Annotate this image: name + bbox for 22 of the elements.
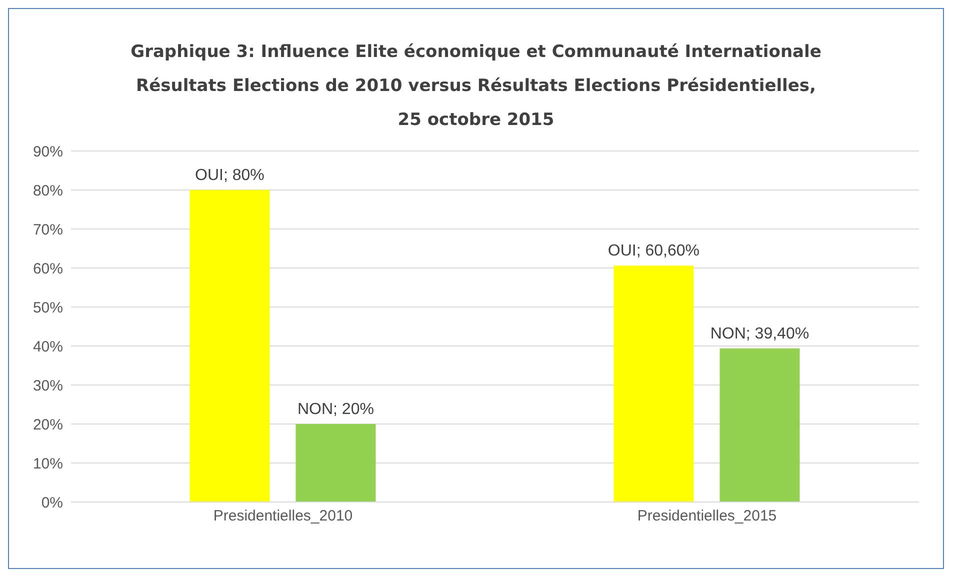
y-tick-label: 80% xyxy=(32,182,63,200)
x-tick-label: Presidentielles_2010 xyxy=(213,508,353,525)
data-label: NON; 20% xyxy=(297,401,374,418)
x-tick-label: Presidentielles_2015 xyxy=(637,508,777,525)
y-tick-label: 90% xyxy=(32,143,63,160)
bar xyxy=(614,266,694,502)
bar xyxy=(296,424,376,502)
y-tick-label: 50% xyxy=(32,299,63,316)
data-label: OUI; 60,60% xyxy=(608,242,700,260)
y-tick-label: 0% xyxy=(41,494,63,512)
chart-subtitle: Résultats Elections de 2010 versus Résultats Elections Présidentielles, 25 octobre 2015 xyxy=(135,75,817,132)
y-tick-label: 20% xyxy=(32,416,63,434)
y-tick-label: 10% xyxy=(32,455,63,472)
y-tick-label: 60% xyxy=(32,260,63,278)
y-tick-label: 30% xyxy=(32,377,63,394)
data-label: OUI; 80% xyxy=(195,167,264,184)
data-label: NON; 39,40% xyxy=(710,325,810,342)
y-tick-label: 70% xyxy=(32,221,63,238)
bar xyxy=(190,190,270,502)
chart-title: Graphique 3: Influence Elite économique et Communauté Internationale xyxy=(130,41,822,64)
bar xyxy=(720,348,800,502)
y-tick-label: 40% xyxy=(32,338,63,356)
